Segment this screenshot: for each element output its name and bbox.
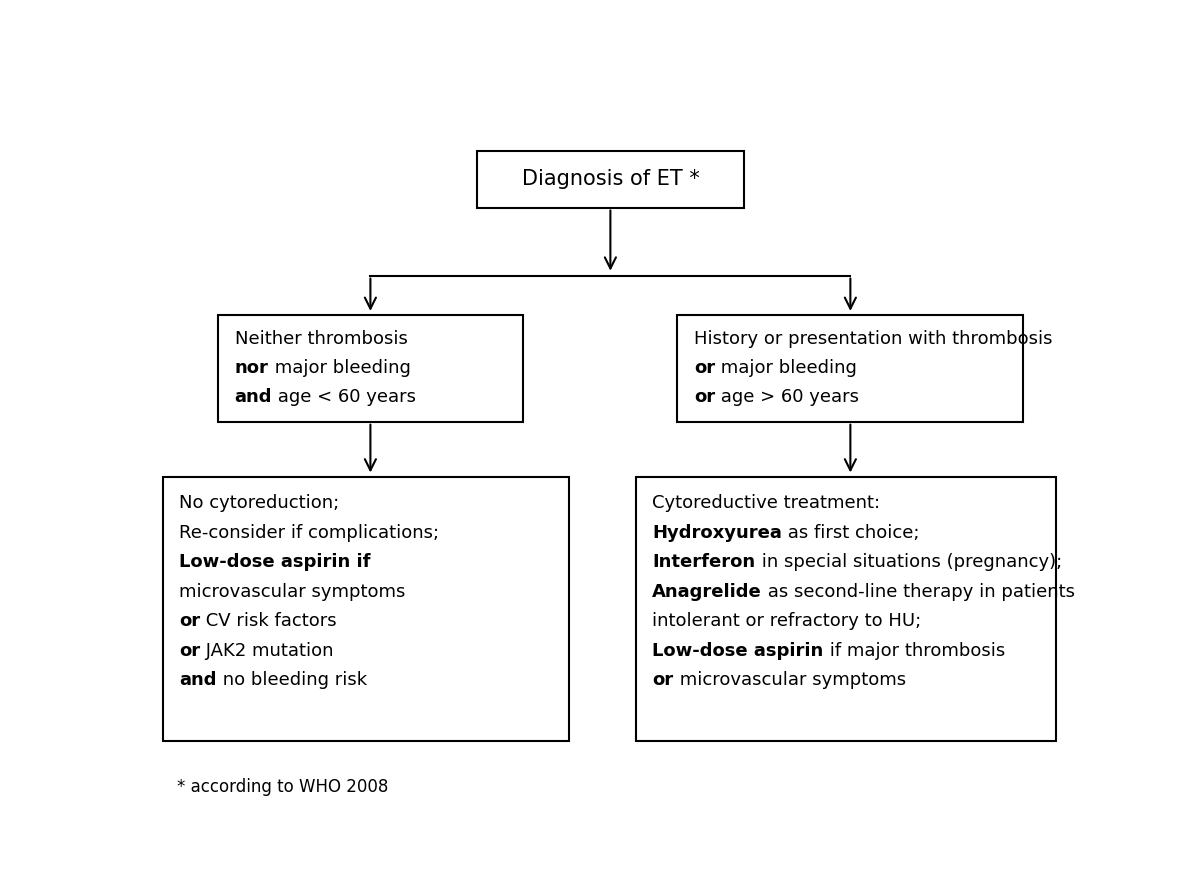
Bar — [163, 477, 569, 741]
Bar — [678, 315, 1023, 421]
Text: or: or — [653, 672, 673, 689]
Text: Low-dose aspirin if: Low-dose aspirin if — [180, 553, 370, 572]
Text: microvascular symptoms: microvascular symptoms — [673, 672, 905, 689]
Text: JAK2 mutation: JAK2 mutation — [200, 642, 333, 660]
Text: Interferon: Interferon — [653, 553, 755, 572]
Text: or: or — [180, 613, 200, 630]
Text: Diagnosis of ET *: Diagnosis of ET * — [522, 170, 699, 189]
Text: Hydroxyurea: Hydroxyurea — [653, 523, 782, 541]
Text: age < 60 years: age < 60 years — [273, 388, 416, 406]
Text: Cytoreductive treatment:: Cytoreductive treatment: — [653, 494, 880, 512]
Text: in special situations (pregnancy);: in special situations (pregnancy); — [755, 553, 1061, 572]
Text: no bleeding risk: no bleeding risk — [217, 672, 367, 689]
Text: major bleeding: major bleeding — [715, 359, 856, 377]
Text: Re-consider if complications;: Re-consider if complications; — [180, 523, 439, 541]
Text: or: or — [694, 359, 715, 377]
Text: nor: nor — [235, 359, 269, 377]
Text: intolerant or refractory to HU;: intolerant or refractory to HU; — [653, 613, 922, 630]
Text: * according to WHO 2008: * according to WHO 2008 — [176, 778, 388, 796]
Text: History or presentation with thrombosis: History or presentation with thrombosis — [694, 330, 1053, 348]
Text: major bleeding: major bleeding — [269, 359, 411, 377]
Text: age > 60 years: age > 60 years — [715, 388, 859, 406]
Bar — [218, 315, 523, 421]
Text: No cytoreduction;: No cytoreduction; — [180, 494, 339, 512]
Text: if major thrombosis: if major thrombosis — [824, 642, 1005, 660]
Text: Neither thrombosis: Neither thrombosis — [235, 330, 407, 348]
Text: as second-line therapy in patients: as second-line therapy in patients — [762, 582, 1075, 601]
Text: and: and — [235, 388, 273, 406]
Bar — [636, 477, 1055, 741]
Text: microvascular symptoms: microvascular symptoms — [180, 582, 406, 601]
Text: CV risk factors: CV risk factors — [200, 613, 337, 630]
Text: as first choice;: as first choice; — [782, 523, 919, 541]
Text: and: and — [180, 672, 217, 689]
Bar — [476, 151, 744, 207]
Text: Anagrelide: Anagrelide — [653, 582, 762, 601]
Text: or: or — [694, 388, 715, 406]
Text: Low-dose aspirin: Low-dose aspirin — [653, 642, 824, 660]
Text: or: or — [180, 642, 200, 660]
